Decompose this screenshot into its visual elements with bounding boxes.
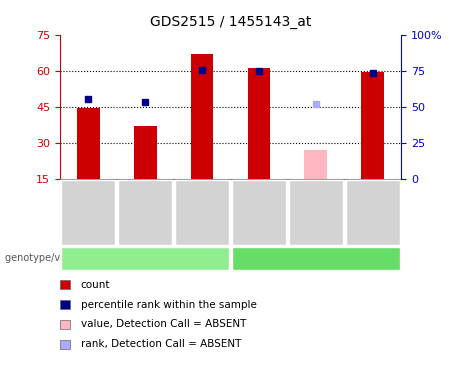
Text: wild type: wild type bbox=[120, 253, 171, 263]
Bar bbox=[77, 108, 100, 179]
Text: GSM143411: GSM143411 bbox=[141, 185, 150, 240]
Text: GSM143413: GSM143413 bbox=[254, 185, 263, 240]
Text: GSM143409: GSM143409 bbox=[84, 185, 93, 240]
Text: rank, Detection Call = ABSENT: rank, Detection Call = ABSENT bbox=[81, 339, 241, 349]
Text: percentile rank within the sample: percentile rank within the sample bbox=[81, 300, 257, 310]
Bar bbox=[134, 126, 157, 179]
Text: GSM143415: GSM143415 bbox=[368, 185, 377, 240]
Text: GSM143412: GSM143412 bbox=[198, 185, 207, 240]
Bar bbox=[361, 72, 384, 179]
Text: genotype/variation ▶: genotype/variation ▶ bbox=[5, 253, 108, 263]
Text: count: count bbox=[81, 280, 110, 290]
Text: PGC-1beta mutant: PGC-1beta mutant bbox=[264, 253, 367, 263]
Bar bbox=[248, 68, 270, 179]
Text: GDS2515 / 1455143_at: GDS2515 / 1455143_at bbox=[150, 15, 311, 29]
Text: GSM143414: GSM143414 bbox=[311, 185, 320, 240]
Bar bbox=[304, 150, 327, 179]
Bar bbox=[191, 54, 213, 179]
Text: value, Detection Call = ABSENT: value, Detection Call = ABSENT bbox=[81, 319, 246, 329]
